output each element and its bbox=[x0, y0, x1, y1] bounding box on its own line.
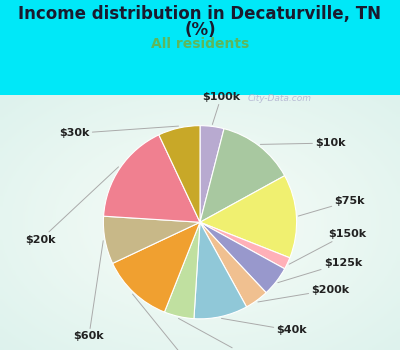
Text: $125k: $125k bbox=[278, 258, 362, 283]
Wedge shape bbox=[200, 222, 285, 293]
Wedge shape bbox=[164, 222, 200, 318]
Text: $75k: $75k bbox=[298, 196, 365, 216]
Wedge shape bbox=[200, 222, 266, 307]
Text: $60k: $60k bbox=[74, 241, 104, 341]
Wedge shape bbox=[200, 126, 224, 222]
Text: $100k: $100k bbox=[202, 92, 240, 125]
Text: > $200k: > $200k bbox=[178, 318, 272, 350]
Wedge shape bbox=[200, 176, 296, 258]
Text: City-Data.com: City-Data.com bbox=[247, 94, 311, 103]
Text: $150k: $150k bbox=[289, 229, 366, 264]
Wedge shape bbox=[200, 222, 290, 269]
Text: $30k: $30k bbox=[59, 126, 178, 138]
Text: $10k: $10k bbox=[260, 138, 346, 148]
Wedge shape bbox=[194, 222, 246, 319]
Wedge shape bbox=[200, 129, 285, 222]
Text: (%): (%) bbox=[184, 21, 216, 39]
Wedge shape bbox=[159, 126, 200, 222]
Text: All residents: All residents bbox=[151, 37, 249, 51]
Text: $200k: $200k bbox=[258, 285, 350, 302]
Wedge shape bbox=[112, 222, 200, 312]
Text: Income distribution in Decaturville, TN: Income distribution in Decaturville, TN bbox=[18, 5, 382, 23]
Text: $50k: $50k bbox=[132, 294, 201, 350]
Text: $40k: $40k bbox=[222, 318, 307, 335]
Wedge shape bbox=[104, 135, 200, 222]
Text: $20k: $20k bbox=[25, 167, 118, 245]
Wedge shape bbox=[104, 216, 200, 264]
